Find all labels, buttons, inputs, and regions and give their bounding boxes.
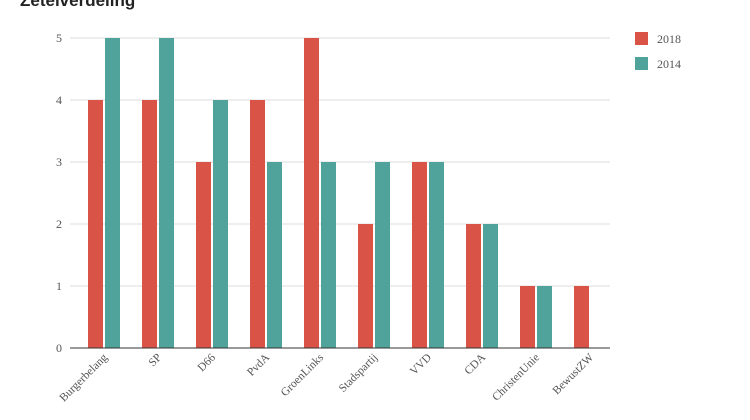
legend: 2018 2014 [635, 32, 681, 71]
y-tick-label: 0 [56, 341, 62, 355]
category-label: Stadspartij [337, 352, 380, 395]
category-label: D66 [196, 351, 219, 374]
y-tick-label: 2 [56, 217, 62, 231]
bar-2014 [267, 162, 282, 348]
y-tick-label: 5 [56, 31, 62, 45]
legend-swatch-2014 [635, 57, 648, 70]
category-label: GroenLinks [279, 351, 327, 399]
bar-2018 [358, 224, 373, 348]
category-label: PvdA [245, 351, 273, 379]
y-tick-label: 3 [56, 155, 62, 169]
legend-label: 2018 [657, 32, 681, 46]
bar-2018 [466, 224, 481, 348]
legend-swatch-2018 [635, 32, 648, 45]
bar-2014 [537, 286, 552, 348]
category-label: BewustZW [551, 352, 597, 398]
category-label: CDA [462, 351, 488, 377]
chart-title: Zetelverdeling [20, 0, 136, 10]
y-tick-label: 4 [56, 93, 62, 107]
bar-2014 [159, 38, 174, 348]
bar-2018 [574, 286, 589, 348]
x-axis-categories: Burgerbelang SP D66 PvdA GroenLinks Stadspart… [58, 351, 597, 404]
bar-2014 [213, 100, 228, 348]
bar-2014 [429, 162, 444, 348]
bar-2018 [88, 100, 103, 348]
bar-2014 [105, 38, 120, 348]
bar-2018 [196, 162, 211, 348]
bar-2014 [321, 162, 336, 348]
legend-label: 2014 [657, 57, 681, 71]
category-label: VVD [408, 352, 434, 378]
y-axis-ticks: 0 1 2 3 4 5 [56, 31, 62, 355]
bar-2014 [483, 224, 498, 348]
bars [88, 38, 589, 348]
bar-2018 [520, 286, 535, 348]
category-label: SP [147, 352, 165, 370]
y-tick-label: 1 [56, 279, 62, 293]
bar-2018 [250, 100, 265, 348]
bar-2018 [412, 162, 427, 348]
bar-2018 [304, 38, 319, 348]
bar-2014 [375, 162, 390, 348]
category-label: Burgerbelang [58, 351, 111, 404]
bar-2018 [142, 100, 157, 348]
category-label: ChristenUnie [490, 352, 542, 404]
